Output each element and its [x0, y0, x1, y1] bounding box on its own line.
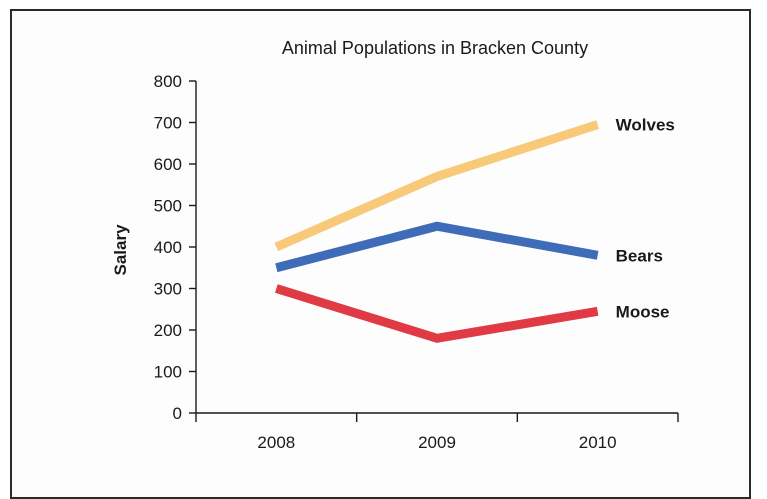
y-tick-label: 500	[154, 197, 182, 216]
y-tick-label: 400	[154, 238, 182, 257]
series-lines	[274, 120, 600, 343]
y-tick-label: 800	[154, 72, 182, 91]
axes	[189, 80, 679, 422]
moose-line	[275, 284, 599, 343]
y-tick-label: 300	[154, 280, 182, 299]
line-chart: Animal Populations in Bracken County Sal…	[111, 38, 679, 452]
y-tick-label: 600	[154, 155, 182, 174]
series-labels: Wolves Bears Moose	[616, 116, 675, 322]
chart-title: Animal Populations in Bracken County	[282, 38, 588, 58]
bears-label: Bears	[616, 246, 663, 265]
y-tick-label: 100	[154, 363, 182, 382]
wolves-line	[274, 120, 600, 252]
bears-line	[275, 221, 599, 273]
y-tick-label: 700	[154, 114, 182, 133]
moose-label: Moose	[616, 302, 670, 321]
x-tick-label: 2010	[579, 433, 617, 452]
chart-frame	[10, 9, 751, 499]
y-tick-label: 200	[154, 321, 182, 340]
wolves-label: Wolves	[616, 116, 675, 135]
x-tick-label: 2008	[257, 433, 295, 452]
y-tick-label: 0	[173, 404, 182, 423]
tick-labels: 0 100 200 300 400 500 600 700 800 2008 2009 2010	[154, 72, 617, 452]
x-tick-label: 2009	[418, 433, 456, 452]
y-axis-label: Salary	[111, 224, 130, 276]
